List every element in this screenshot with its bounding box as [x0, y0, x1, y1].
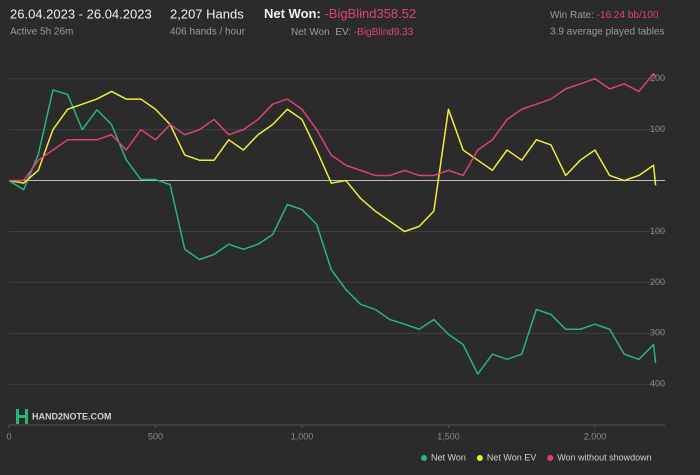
series-line — [9, 72, 657, 182]
legend-marker — [421, 455, 427, 461]
y-tick-label: 200 — [650, 277, 665, 287]
win-rate: Win Rate: -16.24 bb/100 — [550, 10, 659, 21]
active-time: Active 5h 26m — [10, 27, 73, 38]
series-line — [8, 90, 657, 233]
x-tick-label: 1,500 — [437, 431, 460, 441]
y-tick-label: 300 — [650, 328, 665, 338]
y-tick-label: 400 — [650, 379, 665, 389]
tables: 3.9 average played tables — [550, 27, 665, 38]
hands: 2,207 Hands — [170, 6, 244, 21]
x-tick-label: 500 — [148, 431, 163, 441]
hands-rate: 406 hands / hour — [170, 27, 246, 38]
legend-label: Net Won — [431, 452, 466, 462]
net-won-value: -BigBlind358.52 — [324, 6, 416, 21]
ev-value: -BigBlind9.33 — [354, 27, 414, 38]
net-won: Net Won: -BigBlind358.52 — [264, 6, 416, 21]
y-tick-label: 100 — [650, 226, 665, 236]
legend-marker — [547, 455, 554, 461]
logo-text: HAND2NOTE.COM — [32, 411, 112, 421]
win-rate-label: Win Rate: — [550, 10, 594, 21]
x-tick-label: 2,000 — [584, 431, 607, 441]
y-tick-label: 200 — [650, 73, 665, 83]
y-tick-label: 100 — [650, 124, 665, 134]
x-tick-label: 0 — [6, 431, 11, 441]
logo-icon — [16, 415, 28, 418]
ev-label: Net Won EV: — [291, 27, 351, 38]
x-tick-label: 1,000 — [291, 431, 314, 441]
legend-label: Won without showdown — [557, 452, 651, 462]
legend-label: Net Won EV — [487, 452, 536, 462]
legend-marker — [476, 455, 483, 461]
logo: HAND2NOTE.COM — [16, 409, 112, 424]
date-range: 26.04.2023 - 26.04.2023 — [10, 6, 152, 21]
net-won-ev: Net Won EV: -BigBlind9.33 — [291, 27, 414, 38]
net-won-label: Net Won: — [264, 6, 321, 21]
win-rate-value: -16.24 bb/100 — [597, 10, 659, 21]
legend: Net Won Net Won EV Won without showdown — [421, 452, 652, 462]
